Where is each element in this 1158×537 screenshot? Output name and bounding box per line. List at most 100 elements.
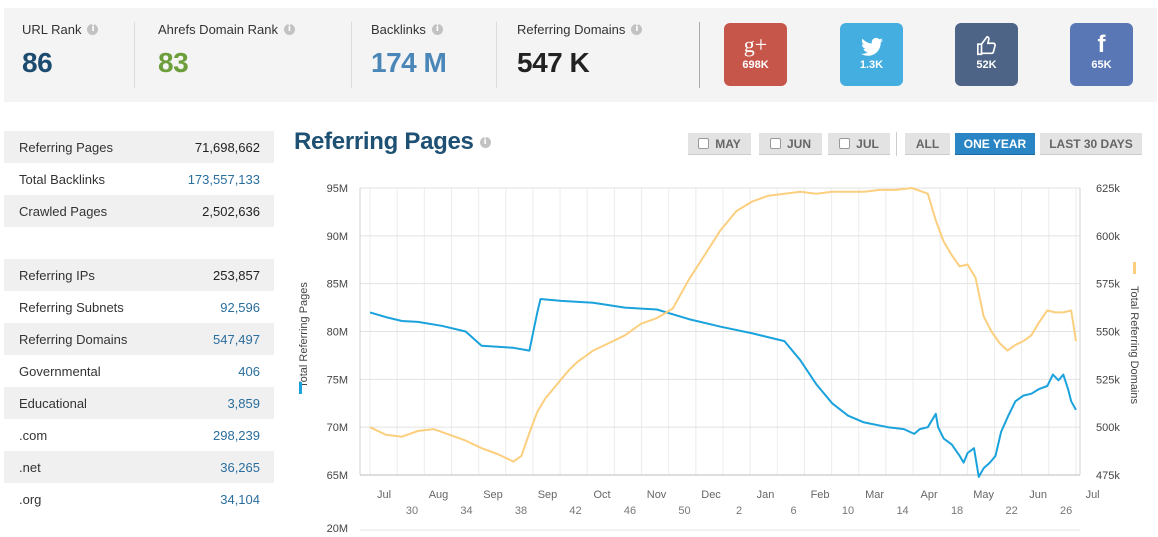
twitter-icon — [840, 31, 903, 59]
facebook-count: 65K — [1091, 59, 1112, 71]
x-week-label: 30 — [406, 505, 418, 517]
filter-label: JUL — [856, 136, 879, 151]
facebook-icon: f — [1097, 31, 1106, 58]
stats-row: .org 34,104 — [4, 483, 274, 515]
x-week-label: 6 — [790, 505, 796, 517]
x-week-label: 50 — [678, 505, 690, 517]
filter-jul[interactable]: JUL — [828, 133, 890, 155]
twitter-share-button[interactable]: 1.3K — [840, 23, 903, 86]
x-month-label: Jun — [1029, 489, 1047, 501]
stats-label: Governmental — [19, 363, 101, 379]
stats-row: Referring Domains 547,497 — [4, 323, 274, 355]
metrics-bar: URL Rank i 86 Ahrefs Domain Rank i 83 Back… — [4, 8, 1157, 102]
checkbox-icon[interactable] — [769, 138, 781, 149]
metric-domain-rank: Ahrefs Domain Rank i 83 — [158, 22, 295, 79]
facebook-share-button[interactable]: f 65K — [1070, 23, 1133, 86]
metric-referring-domains: Referring Domains i 547 K — [517, 22, 643, 79]
google-plus-icon: g+ — [743, 32, 768, 57]
stats-value[interactable]: 3,859 — [227, 395, 260, 411]
y-left-tick-label: 80M — [327, 327, 348, 339]
series-line-referring-domains[interactable] — [369, 187, 1077, 463]
metric-backlinks: Backlinks i 174 M — [371, 22, 447, 79]
stats-value[interactable]: 406 — [238, 363, 260, 379]
info-icon[interactable]: i — [479, 136, 491, 148]
filter-label: LAST 30 DAYS — [1049, 136, 1133, 151]
stats-row: Referring Subnets 92,596 — [4, 291, 274, 323]
x-month-label: May — [973, 489, 994, 501]
stats-value[interactable]: 547,497 — [213, 331, 260, 347]
metric-label: URL Rank — [22, 22, 82, 37]
stats-value[interactable]: 36,265 — [220, 459, 260, 475]
divider — [351, 22, 352, 88]
metric-value: 86 — [22, 47, 53, 78]
info-icon[interactable]: i — [431, 24, 443, 35]
y-left-tick-label: 20M — [327, 523, 348, 535]
x-week-label: 2 — [736, 505, 742, 517]
stats-label: .org — [19, 491, 42, 507]
referring-pages-chart[interactable]: 95M 90M 85M 80M 75M 70M 65M 20M 625k 600k 575k 550k… — [290, 170, 1158, 537]
legend-marker-referring-pages — [299, 382, 302, 394]
metric-url-rank: URL Rank i 86 — [22, 22, 99, 79]
stats-row: Crawled Pages 2,502,636 — [4, 195, 274, 227]
series-line-referring-pages[interactable] — [369, 298, 1077, 478]
stats-value[interactable]: 173,557,133 — [187, 171, 260, 187]
info-icon[interactable]: i — [631, 24, 643, 35]
x-month-label: Nov — [647, 489, 667, 501]
checkbox-icon[interactable] — [839, 138, 851, 149]
like-share-button[interactable]: 52K — [955, 23, 1018, 86]
stats-row: Governmental 406 — [4, 355, 274, 387]
stats-label: Crawled Pages — [19, 203, 108, 219]
y-right-tick-label: 525k — [1096, 374, 1120, 386]
info-icon[interactable]: i — [87, 24, 99, 35]
divider — [496, 22, 497, 88]
metric-label: Backlinks — [371, 22, 426, 37]
y-right-tick-label: 550k — [1096, 327, 1120, 339]
google-plus-count: 698K — [742, 59, 769, 71]
y-right-tick-label: 600k — [1096, 231, 1120, 243]
filter-all[interactable]: ALL — [905, 133, 950, 155]
stats-value[interactable]: 92,596 — [220, 299, 260, 315]
stats-table: Referring Pages 71,698,662 Total Backlinks… — [4, 131, 274, 515]
filter-may[interactable]: MAY — [688, 133, 751, 155]
y-right-tick-label: 475k — [1096, 470, 1120, 482]
x-month-label: Dec — [701, 489, 721, 501]
metric-value: 547 K — [517, 47, 590, 78]
filter-one-year[interactable]: ONE YEAR — [955, 133, 1035, 155]
stats-value[interactable]: 298,239 — [213, 427, 260, 443]
y-left-tick-label: 85M — [327, 279, 348, 291]
y-right-tick-label: 575k — [1096, 279, 1120, 291]
x-month-label: Aug — [429, 489, 449, 501]
checkbox-icon[interactable] — [698, 138, 710, 149]
stats-label: .com — [19, 427, 48, 443]
filter-jun[interactable]: JUN — [759, 133, 822, 155]
x-month-label: Feb — [811, 489, 830, 501]
filter-label: MAY — [715, 136, 741, 151]
y-left-tick-label: 65M — [327, 470, 348, 482]
stats-value[interactable]: 34,104 — [220, 491, 260, 507]
y-left-axis-title: Total Referring Pages — [298, 282, 310, 388]
stats-row: Total Backlinks 173,557,133 — [4, 163, 274, 195]
x-month-label: Jul — [377, 489, 391, 501]
x-month-label: Sep — [483, 489, 503, 501]
stats-label: Referring Domains — [19, 331, 128, 347]
x-week-label: 26 — [1060, 505, 1072, 517]
like-count: 52K — [976, 59, 997, 71]
stats-row: Referring Pages 71,698,662 — [4, 131, 274, 163]
x-month-label: Jan — [757, 489, 775, 501]
google-plus-share-button[interactable]: g+ 698K — [724, 23, 787, 86]
stats-row: Referring IPs 253,857 — [4, 259, 274, 291]
info-icon[interactable]: i — [283, 24, 295, 35]
thumbs-up-icon — [955, 31, 1018, 59]
twitter-count: 1.3K — [859, 59, 884, 71]
filter-label: ONE YEAR — [963, 136, 1027, 151]
stats-label: .net — [19, 459, 41, 475]
x-month-label: Mar — [865, 489, 884, 501]
y-left-tick-label: 95M — [327, 183, 348, 195]
filter-last-30-days[interactable]: LAST 30 DAYS — [1040, 133, 1142, 155]
divider — [134, 22, 135, 88]
metric-value: 174 M — [371, 47, 447, 78]
x-week-label: 14 — [896, 505, 908, 517]
stats-row: .com 298,239 — [4, 419, 274, 451]
divider — [699, 22, 700, 88]
x-week-label: 46 — [624, 505, 636, 517]
